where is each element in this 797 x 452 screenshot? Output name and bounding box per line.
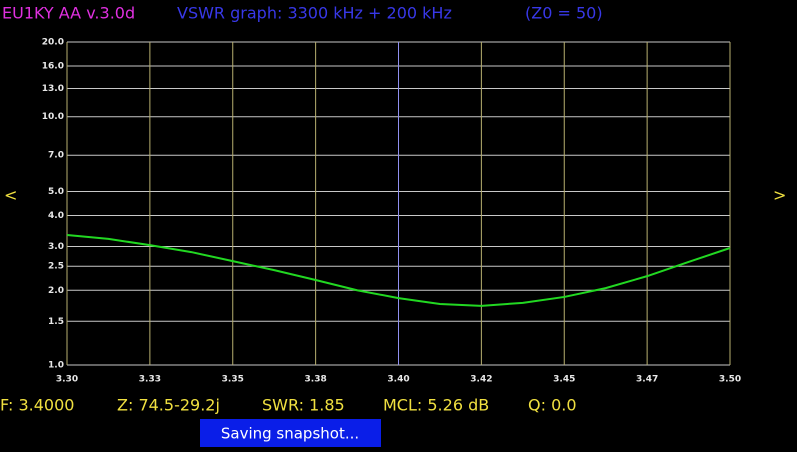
x-tick-label: 3.35 [222,375,244,385]
y-tick-label: 13.0 [42,84,64,94]
status-field: MCL: 5.26 dB [383,396,489,415]
x-tick-label: 3.40 [387,375,409,385]
status-field: Z: 74.5-29.2j [117,396,220,415]
graph-title: VSWR graph: 3300 kHz + 200 kHz [177,4,452,23]
y-tick-label: 20.0 [42,38,64,48]
x-tick-label: 3.42 [470,375,492,385]
nav-right[interactable]: > [773,186,786,205]
x-tick-label: 3.50 [719,375,741,385]
y-tick-label: 4.0 [48,211,64,221]
z0-note: (Z0 = 50) [525,4,603,23]
y-tick-label: 3.0 [48,242,64,252]
vswr-curve [66,233,731,307]
status-field: Q: 0.0 [528,396,577,415]
y-tick-label: 7.0 [48,151,64,161]
nav-left[interactable]: < [4,186,17,205]
y-tick-label: 5.0 [48,187,64,197]
x-tick-label: 3.30 [56,375,78,385]
y-tick-label: 1.5 [48,317,64,327]
y-tick-label: 2.5 [48,262,64,272]
x-tick-label: 3.38 [305,375,327,385]
y-tick-label: 2.0 [48,286,64,296]
app-title: EU1KY AA v.3.0d [2,4,135,23]
x-tick-label: 3.33 [139,375,161,385]
message: Saving snapshot... [221,425,359,443]
status-field: F: 3.4000 [0,396,74,415]
message-box [200,419,381,447]
status-field: SWR: 1.85 [262,396,345,415]
y-tick-label: 16.0 [42,62,64,72]
x-tick-label: 3.45 [553,375,575,385]
y-tick-label: 1.0 [48,361,64,371]
y-tick-label: 10.0 [42,112,64,122]
x-tick-label: 3.47 [636,375,658,385]
